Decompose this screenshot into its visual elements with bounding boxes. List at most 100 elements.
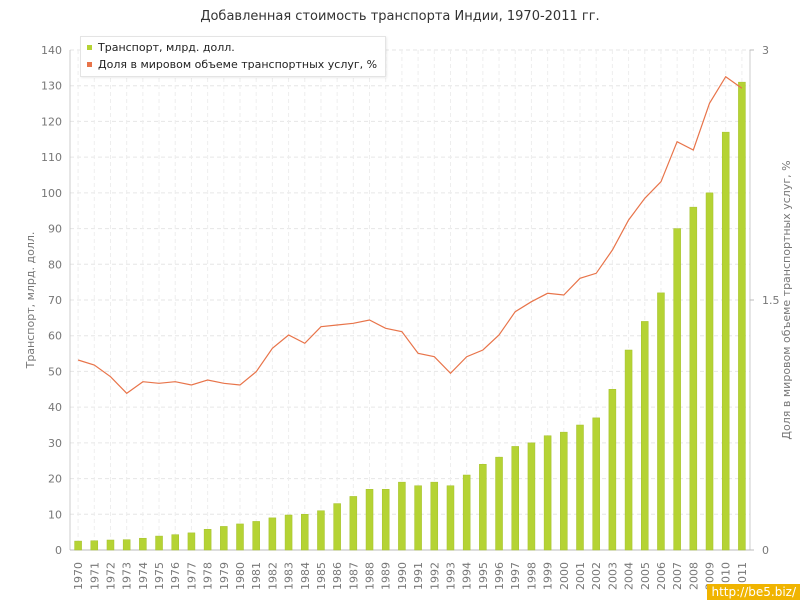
x-tick-label: 1992 [428, 562, 441, 590]
y-tick-label: 90 [48, 223, 62, 236]
x-tick-label: 1985 [315, 562, 328, 590]
legend-label-share: Доля в мировом объеме транспортных услуг… [98, 58, 378, 71]
y-tick-label: 100 [41, 187, 62, 200]
y-tick-label: 120 [41, 115, 62, 128]
bar [381, 489, 390, 551]
x-tick-label: 1987 [347, 562, 360, 590]
series-line-share [77, 75, 743, 395]
x-tick-label: 1991 [412, 562, 425, 590]
bar [155, 535, 163, 551]
x-tick-label: 2001 [574, 562, 587, 590]
watermark-link[interactable]: http://be5.biz/ [707, 584, 800, 600]
bar [576, 424, 584, 551]
bar [139, 537, 147, 551]
bar [608, 389, 617, 551]
bar [689, 206, 698, 551]
bar [171, 534, 179, 551]
x-tick-label: 2002 [590, 562, 603, 590]
bar [511, 446, 519, 551]
y-axis-title: Транспорт, млрд. долл. [24, 232, 37, 370]
y-tick-label: 130 [41, 80, 62, 93]
y2-axis-title: Доля в мировом объеме транспортных услуг… [780, 160, 793, 439]
bar [560, 431, 568, 551]
x-tick-label: 2011 [736, 562, 749, 590]
bar [705, 192, 714, 551]
x-tick-label: 1999 [542, 562, 555, 590]
bar [398, 481, 406, 551]
y-tick-label: 80 [48, 258, 62, 271]
legend-swatch-transport [87, 45, 92, 50]
bar [592, 417, 600, 551]
bar [122, 539, 131, 551]
x-tick-label: 1997 [509, 562, 522, 590]
y2-tick-label: 3 [762, 44, 769, 57]
bar [365, 489, 374, 551]
bar [268, 517, 277, 551]
bar [673, 228, 681, 551]
y-tick-label: 20 [48, 473, 62, 486]
x-tick-label: 2007 [671, 562, 684, 590]
bar [527, 442, 536, 551]
chart-legend: Транспорт, млрд. долл. Доля в мировом об… [80, 36, 387, 77]
x-tick-label: 1970 [72, 562, 85, 590]
bar [317, 510, 325, 551]
x-tick-label: 1995 [477, 562, 490, 590]
x-tick-label: 1998 [525, 562, 538, 590]
x-tick-label: 2004 [623, 562, 636, 590]
x-tick-label: 2008 [687, 562, 700, 590]
bar [462, 474, 471, 551]
y-tick-label: 30 [48, 437, 62, 450]
bar [236, 523, 244, 551]
bar [414, 485, 422, 551]
bar [430, 481, 439, 551]
x-tick-label: 1977 [185, 562, 198, 590]
y-tick-label: 60 [48, 330, 62, 343]
x-tick-label: 1978 [202, 562, 215, 590]
x-tick-label: 1975 [153, 562, 166, 590]
bar [284, 514, 293, 551]
bar [495, 456, 503, 551]
legend-swatch-share [87, 62, 92, 67]
chart-title: Добавленная стоимость транспорта Индии, … [200, 9, 600, 24]
y-tick-label: 140 [41, 44, 62, 57]
bar [187, 532, 196, 551]
bar [479, 464, 487, 551]
y-tick-label: 40 [48, 401, 62, 414]
x-tick-label: 1972 [104, 562, 117, 590]
bar [90, 540, 99, 551]
bar [721, 131, 730, 551]
bar [624, 349, 633, 551]
bar [252, 521, 260, 551]
legend-label-transport: Транспорт, млрд. долл. [98, 41, 235, 54]
bar [333, 503, 341, 551]
x-tick-label: 1973 [121, 562, 134, 590]
legend-item-transport: Транспорт, млрд. долл. [87, 39, 377, 56]
x-tick-label: 1980 [234, 562, 247, 590]
y-tick-label: 50 [48, 365, 62, 378]
x-tick-label: 1989 [380, 562, 393, 590]
x-tick-label: 2000 [558, 562, 571, 590]
y-tick-label: 10 [48, 508, 62, 521]
bar [203, 529, 212, 551]
x-tick-label: 1971 [88, 562, 101, 590]
bar [301, 514, 309, 551]
x-tick-label: 1988 [364, 562, 377, 590]
x-tick-label: 1981 [250, 562, 263, 590]
y2-tick-label: 1.5 [762, 294, 780, 307]
x-tick-label: 2010 [720, 562, 733, 590]
x-tick-label: 2005 [639, 562, 652, 590]
x-tick-label: 1979 [218, 562, 231, 590]
x-tick-label: 1984 [299, 562, 312, 590]
y-tick-label: 110 [41, 151, 62, 164]
x-tick-label: 1982 [266, 562, 279, 590]
bar [657, 292, 665, 551]
legend-item-share: Доля в мировом объеме транспортных услуг… [87, 56, 377, 73]
x-tick-label: 1990 [396, 562, 409, 590]
x-tick-label: 1994 [461, 562, 474, 590]
bar [106, 539, 115, 551]
x-tick-label: 1976 [169, 562, 182, 590]
bar [543, 435, 552, 551]
x-tick-label: 2009 [704, 562, 717, 590]
